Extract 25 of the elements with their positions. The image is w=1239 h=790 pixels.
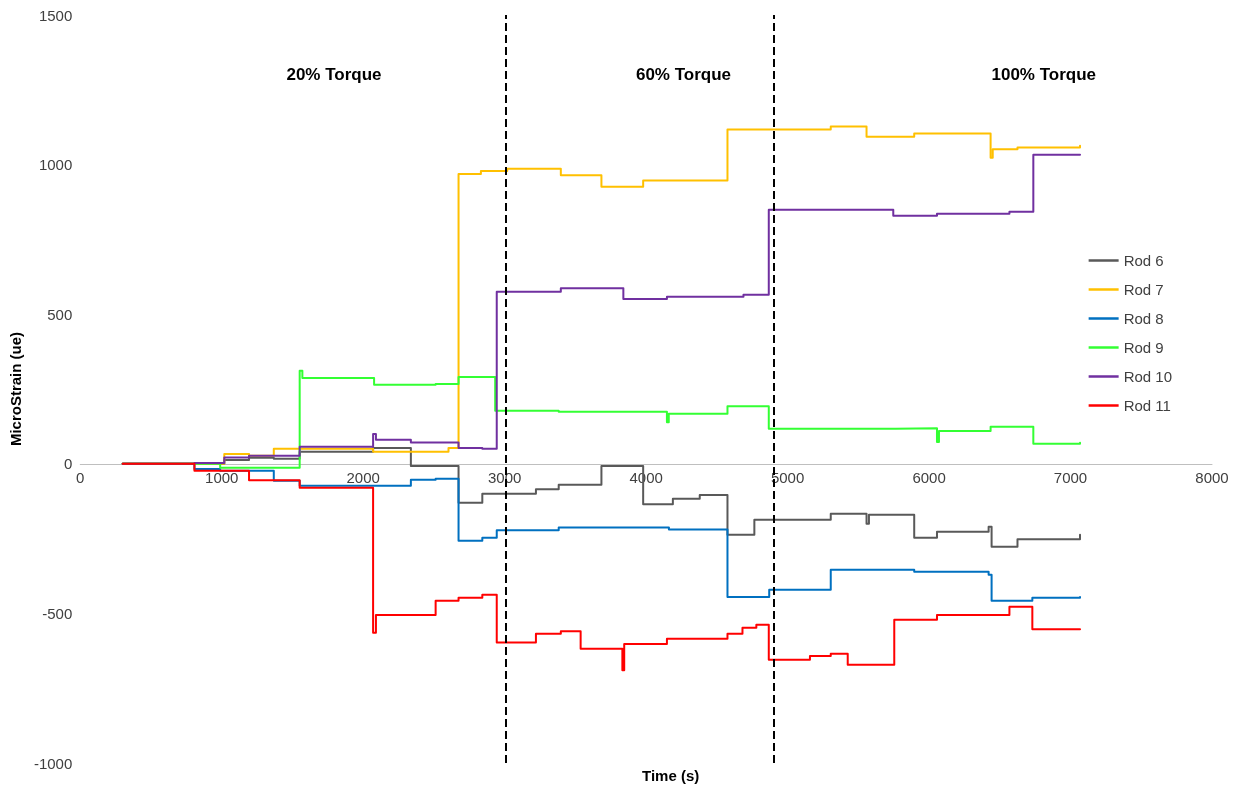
legend-label: Rod 10: [1123, 368, 1173, 385]
y-tick-label: 0: [63, 455, 73, 473]
x-tick-label: 6000: [912, 468, 946, 486]
y-tick-label: 1500: [38, 6, 73, 24]
x-tick-label: 3000: [487, 468, 522, 486]
legend-label: Rod 11: [1123, 397, 1171, 414]
x-tick-label: 5000: [770, 468, 805, 486]
legend-label: Rod 6: [1123, 252, 1164, 269]
x-tick-label: 7000: [1053, 468, 1088, 486]
legend-label: Rod 8: [1123, 310, 1164, 327]
y-tick-label: 1000: [38, 156, 73, 174]
x-tick-label: 1000: [205, 468, 239, 486]
y-tick-label: -1000: [33, 754, 73, 772]
y-tick-label: -500: [42, 604, 73, 622]
x-tick-label: 8000: [1195, 468, 1229, 486]
legend-label: Rod 7: [1123, 281, 1164, 298]
annotation: 20% Torque: [286, 65, 382, 84]
x-tick-label: 2000: [346, 468, 380, 486]
y-tick-label: 500: [47, 305, 73, 323]
legend-label: Rod 9: [1123, 339, 1164, 356]
x-axis-title: Time (s): [641, 767, 700, 784]
y-axis-title: MicroStrain (ue): [7, 331, 24, 447]
annotation: 60% Torque: [635, 65, 732, 84]
annotation: 100% Torque: [991, 65, 1097, 84]
x-tick-label: 0: [76, 468, 85, 486]
